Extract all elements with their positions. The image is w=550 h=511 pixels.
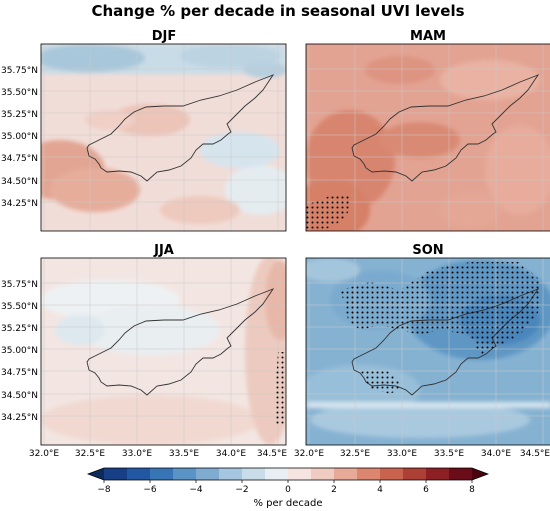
lon-label: 33.0°E xyxy=(122,449,153,459)
lat-label: 35.25°N xyxy=(1,110,38,120)
colorbar-bin xyxy=(150,468,174,480)
panel-title-jja: JJA xyxy=(153,243,174,258)
stipple-jja xyxy=(274,352,285,425)
panel-title-djf: DJF xyxy=(152,29,177,44)
colorbar-tick: 8 xyxy=(469,485,475,495)
lon-label: 33.5°E xyxy=(434,449,465,459)
significance-stipple xyxy=(274,352,285,425)
lon-label: 32.0°E xyxy=(294,449,325,459)
lat-label: 35.25°N xyxy=(1,324,38,334)
significance-stipple xyxy=(306,194,352,230)
colorbar-tick: −4 xyxy=(189,485,203,495)
stipple-mam xyxy=(306,194,352,230)
lon-label: 34.0°E xyxy=(216,449,247,459)
lat-label: 35.50°N xyxy=(1,88,38,98)
cyprus-coastline xyxy=(86,74,275,182)
lat-label: 34.75°N xyxy=(1,154,38,164)
coastline-mam xyxy=(351,74,540,182)
colorbar-bin xyxy=(104,468,128,480)
colorbar-tick: −6 xyxy=(143,485,157,495)
panel-son: SON xyxy=(305,243,550,446)
colorbar-tick: −2 xyxy=(235,485,248,495)
colorbar-bin xyxy=(288,468,312,480)
lon-labels-left: 32.0°E 32.5°E 33.0°E 33.5°E 34.0°E 34.5°… xyxy=(29,449,288,459)
colorbar-bin xyxy=(449,468,473,480)
lon-label: 32.5°E xyxy=(75,449,106,459)
field-jja xyxy=(41,258,286,445)
lat-label: 35.00°N xyxy=(1,132,38,142)
panel-jja: JJA xyxy=(40,243,287,446)
significance-stipple xyxy=(340,262,540,355)
lat-label: 34.25°N xyxy=(1,413,38,423)
colorbar-tick: 4 xyxy=(377,485,383,495)
frame-son xyxy=(305,257,550,446)
coastline-djf xyxy=(86,74,275,182)
figure-title: Change % per decade in seasonal UVI leve… xyxy=(91,2,464,20)
colorbar-bin xyxy=(219,468,243,480)
colorbar-bin xyxy=(380,468,404,480)
stipple-son xyxy=(340,262,540,394)
colorbar-extend-max xyxy=(472,468,488,480)
panel-title-mam: MAM xyxy=(410,29,446,44)
cyprus-coastline xyxy=(86,288,275,396)
significance-stipple xyxy=(360,368,402,394)
colorbar-bin xyxy=(242,468,266,480)
field-djf xyxy=(41,44,286,231)
colorbar-tick: 0 xyxy=(285,485,291,495)
lat-label: 35.50°N xyxy=(1,302,38,312)
frame-jja xyxy=(40,257,287,446)
grid-mam xyxy=(306,44,550,231)
lon-label: 33.0°E xyxy=(387,449,418,459)
lat-labels-top: 35.75°N 35.50°N 35.25°N 35.00°N 34.75°N … xyxy=(1,66,38,209)
colorbar-bin xyxy=(311,468,335,480)
panel-djf: DJF xyxy=(40,29,287,232)
grid-djf xyxy=(41,44,286,231)
lat-label: 34.75°N xyxy=(1,368,38,378)
lon-label: 32.5°E xyxy=(340,449,371,459)
colorbar-tick: −8 xyxy=(97,485,111,495)
lat-label: 34.50°N xyxy=(1,177,38,187)
colorbar-bin xyxy=(265,468,289,480)
coastline-jja xyxy=(86,288,275,396)
lon-label: 32.0°E xyxy=(29,449,60,459)
colorbar-label: % per decade xyxy=(253,498,322,509)
colorbar-segments xyxy=(87,467,489,483)
lat-labels-bottom: 35.75°N 35.50°N 35.25°N 35.00°N 34.75°N … xyxy=(1,280,38,423)
grid-jja xyxy=(41,258,286,445)
lon-label: 33.5°E xyxy=(169,449,200,459)
colorbar: −8 −6 −4 −2 0 2 4 6 8 % per decade xyxy=(87,467,489,509)
colorbar-extend-min xyxy=(88,468,104,480)
colorbar-bin xyxy=(127,468,151,480)
lat-label: 34.50°N xyxy=(1,391,38,401)
colorbar-bin xyxy=(173,468,197,480)
panel-title-son: SON xyxy=(412,243,443,258)
lon-labels-right: 32.0°E 32.5°E 33.0°E 33.5°E 34.0°E 34.5°… xyxy=(294,449,550,459)
lon-label: 34.5°E xyxy=(257,449,288,459)
cyprus-coastline xyxy=(351,74,540,182)
lon-label: 34.0°E xyxy=(481,449,512,459)
colorbar-bin xyxy=(196,468,220,480)
lat-label: 35.75°N xyxy=(1,280,38,290)
lat-label: 34.25°N xyxy=(1,199,38,209)
colorbar-tick: 6 xyxy=(423,485,429,495)
colorbar-bin xyxy=(334,468,358,480)
lat-label: 35.00°N xyxy=(1,346,38,356)
colorbar-bin xyxy=(403,468,427,480)
frame-djf xyxy=(40,43,287,232)
colorbar-ticks: −8 −6 −4 −2 0 2 4 6 8 xyxy=(97,485,475,495)
colorbar-tick: 2 xyxy=(331,485,337,495)
lon-label: 34.5°E xyxy=(520,449,550,459)
panel-mam: MAM xyxy=(305,29,550,232)
frame-mam xyxy=(305,43,550,232)
colorbar-bin xyxy=(426,468,450,480)
lat-label: 35.75°N xyxy=(1,66,38,76)
colorbar-bin xyxy=(357,468,381,480)
